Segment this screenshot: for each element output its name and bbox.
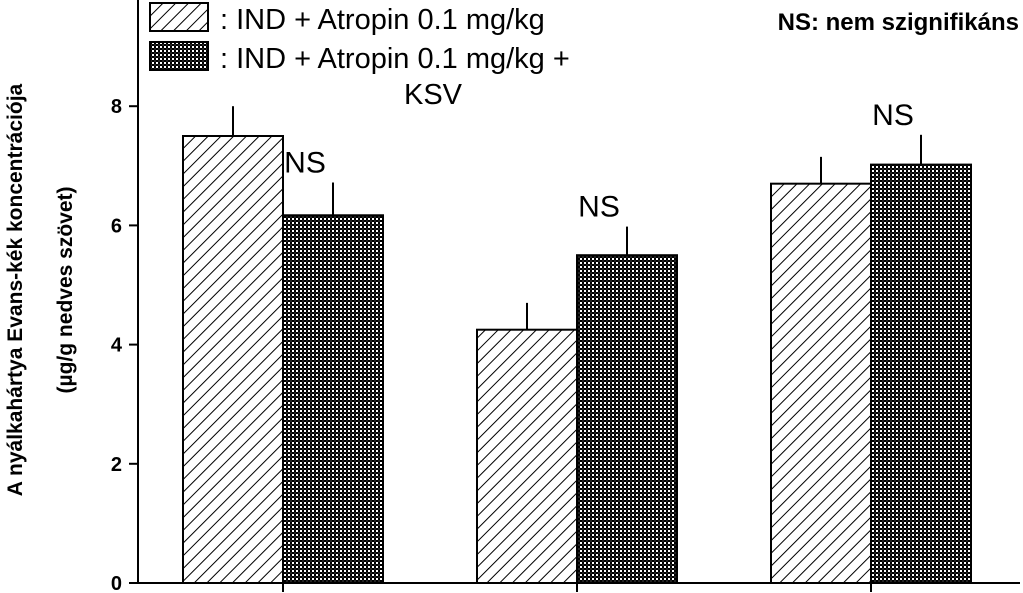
bar bbox=[576, 254, 678, 584]
legend-label-series-1: : IND + Atropin 0.1 mg/kg bbox=[220, 4, 545, 36]
y-tick-label: 6 bbox=[111, 215, 122, 237]
legend-swatch-hatch bbox=[149, 2, 209, 32]
y-axis-label-line2: (µg/g nedves szövet) bbox=[54, 187, 77, 394]
legend-swatch-crosshatch bbox=[149, 41, 209, 71]
legend-label-series-2-line2: KSV bbox=[404, 79, 463, 111]
legend: : IND + Atropin 0.1 mg/kg : IND + Atropi… bbox=[149, 2, 570, 111]
significance-label: NS bbox=[872, 99, 914, 132]
significance-label: NS bbox=[578, 191, 620, 224]
bar bbox=[476, 328, 578, 585]
bar bbox=[770, 182, 872, 584]
legend-label-series-2-line1: : IND + Atropin 0.1 mg/kg + bbox=[220, 43, 570, 75]
significance-note: NS: nem szignifikáns bbox=[778, 9, 1019, 36]
bar bbox=[870, 163, 972, 584]
y-axis-label-line1: A nyálkahártya Evans-kék koncentrációja bbox=[4, 83, 27, 496]
y-tick-label: 2 bbox=[111, 454, 122, 476]
y-tick-label: 4 bbox=[111, 335, 123, 357]
y-tick-label: 8 bbox=[111, 96, 122, 118]
bars: NS NS NS bbox=[182, 99, 972, 585]
bar bbox=[182, 135, 284, 584]
y-tick-label: 0 bbox=[111, 573, 122, 593]
significance-label: NS bbox=[284, 146, 326, 179]
bar bbox=[282, 214, 384, 584]
